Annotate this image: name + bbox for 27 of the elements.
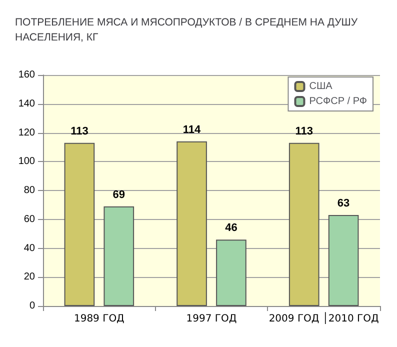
x-tick-label: 1989 ГОД [74, 314, 125, 324]
data-label: 113 [70, 125, 88, 138]
y-tick-label: 60 [24, 214, 36, 225]
bar [64, 142, 95, 306]
y-tick-label: 120 [18, 127, 36, 138]
y-tick-label: 0 [29, 300, 36, 312]
y-tick-label: 40 [24, 242, 36, 254]
chart-title: ПОТРЕБЛЕНИЕ МЯСА И МЯСОПРОДУКТОВ / В СРЕДНЕМ НА ДУШУ НАСЕЛЕНИЯ, КГ [15, 16, 358, 44]
y-tick-label: 80 [24, 185, 36, 196]
data-label: 69 [112, 188, 126, 201]
data-label: 113 [295, 125, 313, 138]
bar [104, 206, 134, 306]
y-tick-label: 160 [18, 70, 36, 80]
bar [288, 142, 320, 306]
data-label: 114 [182, 124, 202, 136]
bar [216, 240, 246, 306]
y-tick-label: 140 [18, 98, 36, 110]
legend-label: РСФСР / РФ [309, 96, 368, 107]
bar [176, 141, 207, 306]
y-tick-label: 20 [24, 272, 36, 283]
data-label: 46 [225, 222, 238, 234]
y-tick-label: 100 [18, 156, 36, 168]
data-label: 63 [337, 198, 350, 210]
x-tick-label: 1997 ГОД [186, 314, 237, 324]
x-tick-label: 2009 ГОД │2010 ГОД [268, 312, 380, 324]
bar [328, 215, 359, 306]
legend-label: США [309, 81, 333, 92]
